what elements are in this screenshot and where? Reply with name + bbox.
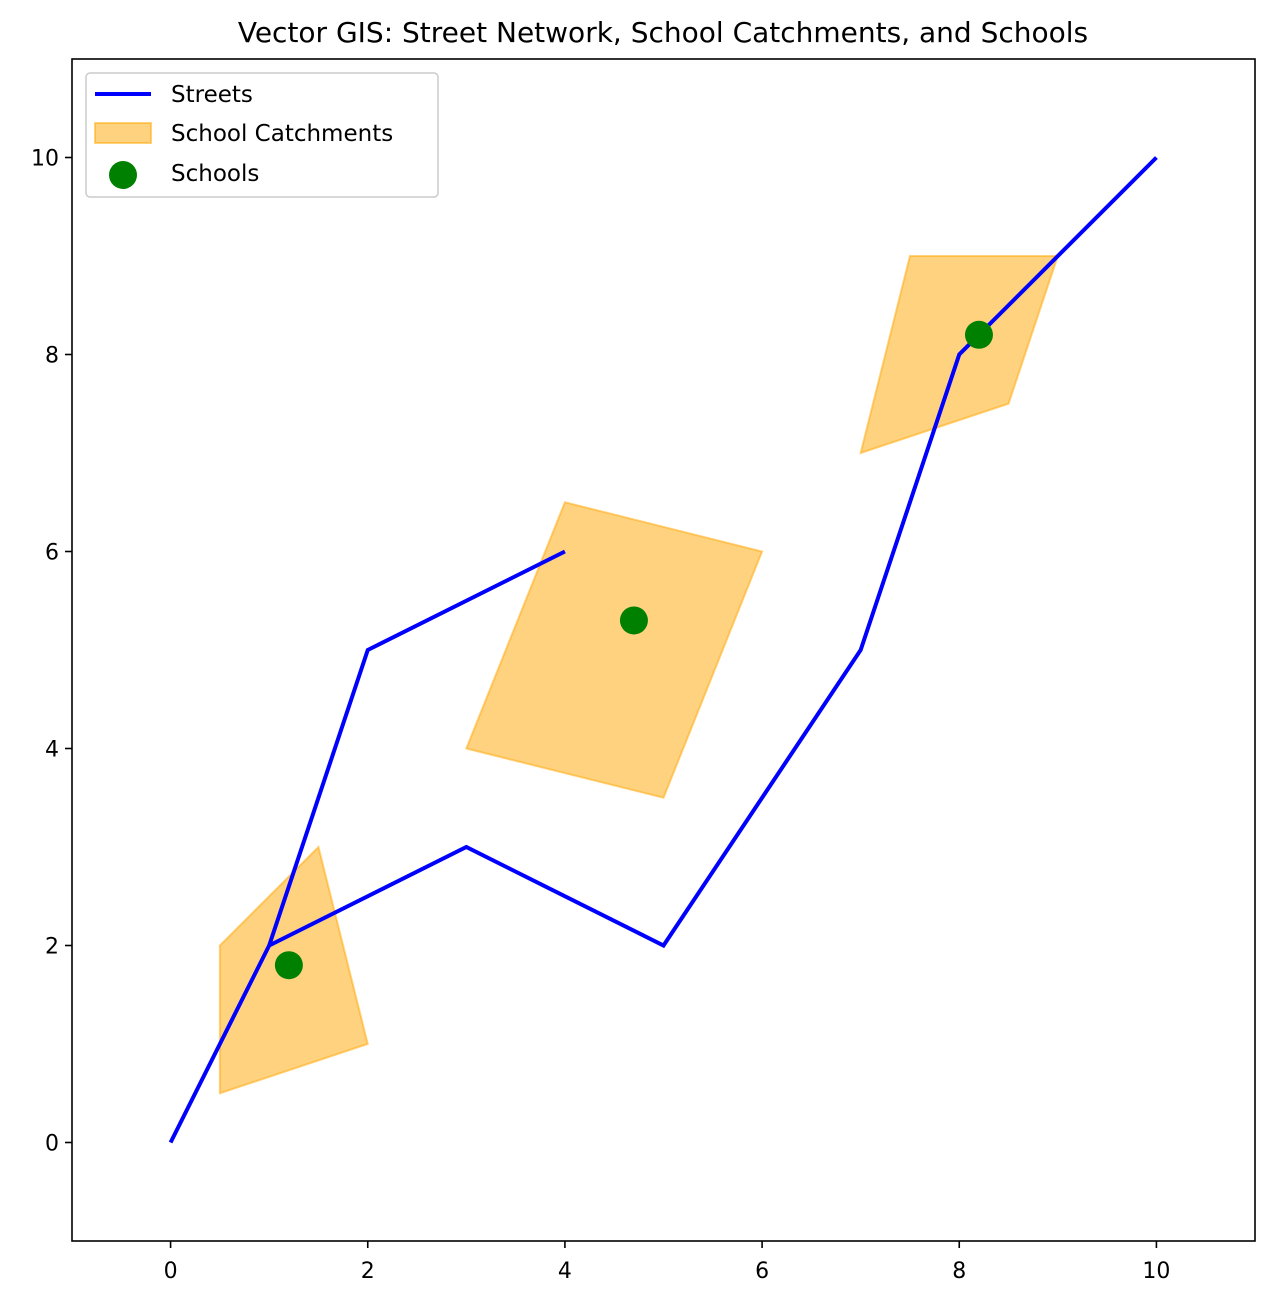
y-tick-label: 10 — [31, 147, 59, 172]
x-tick-label: 4 — [558, 1259, 572, 1284]
legend-schools-swatch — [109, 161, 137, 189]
school-point-3 — [964, 320, 993, 349]
legend-label: Schools — [171, 161, 259, 187]
x-tick-label: 0 — [164, 1259, 178, 1284]
y-tick-label: 0 — [45, 1132, 59, 1157]
school-point-1 — [274, 951, 303, 980]
plot-frame — [71, 58, 1256, 1242]
legend: Streets School Catchments Schools — [85, 72, 439, 198]
streets-layer — [168, 156, 1158, 1144]
x-tick-label: 2 — [361, 1259, 375, 1284]
legend-label: School Catchments — [171, 121, 393, 147]
y-tick-label: 8 — [45, 344, 59, 369]
x-tick-label: 8 — [952, 1259, 966, 1284]
y-tick-label: 6 — [45, 541, 59, 566]
street-line-1 — [168, 549, 566, 1144]
catchment-polygon-2 — [464, 501, 764, 799]
school-point-2 — [619, 606, 648, 635]
legend-label: Streets — [171, 82, 253, 108]
y-axis: 0 2 4 6 8 10 — [31, 147, 72, 1157]
x-tick-label: 10 — [1142, 1259, 1170, 1284]
street-line-2 — [268, 156, 1158, 949]
schools-layer — [274, 320, 993, 980]
legend-box — [85, 72, 439, 198]
y-tick-label: 2 — [45, 935, 59, 960]
y-tick-label: 4 — [45, 738, 59, 763]
chart-title: Vector GIS: Street Network, School Catch… — [238, 16, 1088, 49]
x-tick-label: 6 — [755, 1259, 769, 1284]
legend-catchments-swatch — [94, 122, 152, 144]
catchments-layer — [218, 255, 1060, 1095]
x-axis: 0 2 4 6 8 10 — [164, 1241, 1170, 1284]
